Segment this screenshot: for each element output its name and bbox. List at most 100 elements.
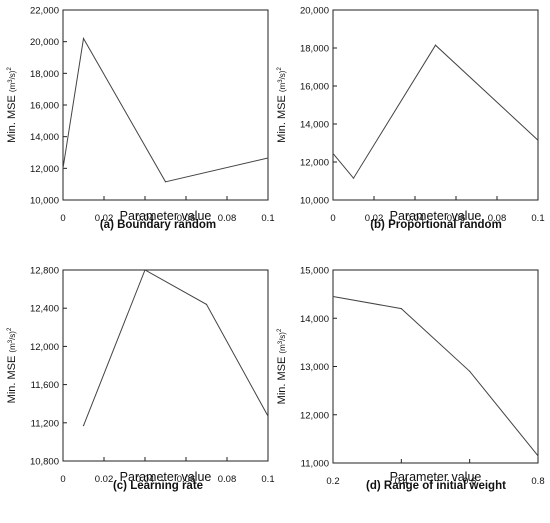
- y-tick-label: 11,600: [31, 380, 59, 391]
- x-tick-label: 0.06: [177, 474, 196, 485]
- data-point: [469, 370, 471, 372]
- panel-caption: (a) Boundary random: [100, 219, 216, 231]
- plot-frame: [332, 269, 539, 464]
- x-tick-label: 0.02: [95, 474, 114, 485]
- y-axis-label-sup: 2: [277, 328, 283, 332]
- y-axis-label-unit: (m: [278, 82, 287, 92]
- y-tick-label: 12,000: [30, 342, 59, 353]
- x-tick-label: 0.02: [95, 213, 114, 224]
- chart-panel-2: 10,000 12,000 14,000 16,000 18,000 20,000 0 0.0…: [276, 6, 545, 232]
- y-axis-label-sup: 3: [8, 339, 14, 343]
- y-axis-label-unit: /s): [8, 70, 17, 79]
- y-axis-label-unit: /s): [278, 70, 287, 79]
- data-point: [267, 157, 269, 159]
- y-tick-label: 14,000: [300, 314, 329, 325]
- x-tick-label: 0.1: [261, 213, 274, 224]
- x-tick-label: 0.06: [447, 213, 466, 224]
- chart-panel-4: 11,000 12,000 13,000 14,000 15,000 0.2 0.4 0.6 0…: [276, 266, 545, 493]
- plot-frame: [62, 269, 269, 462]
- y-tick-label: 14,000: [300, 120, 329, 131]
- y-tick-label: 14,000: [30, 132, 59, 143]
- y-axis-label-sup: 2: [7, 327, 13, 331]
- y-axis-label-main: Min. MSE: [276, 92, 288, 143]
- y-axis-label: Min. MSE (m3/s)2: [276, 67, 288, 143]
- y-tick-label: 12,000: [300, 410, 329, 421]
- data-point: [537, 455, 539, 457]
- x-tick-label: 0.08: [218, 213, 237, 224]
- y-axis-label-unit: (m: [8, 82, 17, 92]
- x-tick-label: 0.4: [395, 476, 408, 487]
- y-tick-label: 10,800: [30, 457, 59, 468]
- data-point: [400, 308, 402, 310]
- x-tick-label: 0.04: [136, 213, 155, 224]
- y-axis-label: Min. MSE (m3/s)2: [276, 328, 288, 404]
- y-tick-label: 20,000: [300, 6, 329, 17]
- y-axis-label-unit: (m: [278, 344, 287, 354]
- x-tick-label: 0.6: [463, 476, 476, 487]
- x-axis-label: Parameter value: [120, 470, 212, 484]
- data-point: [82, 425, 85, 427]
- y-axis-label-main: Min. MSE: [6, 92, 18, 143]
- chart-panel-3: 10,800 11,200 11,600 12,000 12,400 12,800 0 0.0…: [6, 266, 275, 493]
- y-axis-label-sup: 3: [278, 79, 284, 83]
- y-axis-label-sup: 3: [8, 79, 14, 83]
- x-tick-label: 0: [60, 213, 65, 224]
- x-tick-label: 0.8: [531, 476, 544, 487]
- y-axis-label: Min. MSE (m3/s)2: [6, 327, 18, 403]
- x-tick-label: 0.1: [531, 213, 544, 224]
- x-tick-label: 0.06: [177, 213, 196, 224]
- y-axis-label-unit: /s): [8, 331, 17, 340]
- y-axis-label-main: Min. MSE: [6, 353, 18, 404]
- data-point: [144, 269, 146, 271]
- x-tick-label: 0.08: [488, 213, 507, 224]
- x-axis-label: Parameter value: [120, 209, 212, 223]
- series-line: [332, 296, 539, 457]
- y-axis-label-sup: 2: [277, 67, 283, 71]
- data-point: [332, 295, 334, 298]
- y-tick-label: 10,000: [30, 196, 59, 207]
- y-tick-label: 16,000: [30, 101, 59, 112]
- y-axis-label-unit: /s): [278, 332, 287, 341]
- data-point: [352, 177, 355, 179]
- x-axis-label: Parameter value: [390, 470, 482, 484]
- data-point: [332, 152, 334, 155]
- x-tick-label: 0: [60, 474, 65, 485]
- y-tick-label: 12,800: [30, 266, 59, 277]
- y-axis-label-main: Min. MSE: [276, 354, 288, 405]
- y-tick-label: 11,000: [301, 459, 329, 470]
- chart-panel-1: 10,000 12,000 14,000 16,000 18,000 20,000 22,0…: [6, 6, 275, 232]
- y-axis-label-sup: 2: [7, 67, 13, 71]
- panel-caption: (d) Range of initial weight: [366, 480, 506, 492]
- panel-caption: (c) Learning rate: [113, 480, 203, 492]
- data-point: [267, 415, 269, 417]
- series-line: [62, 37, 269, 183]
- plot-frame: [332, 9, 539, 201]
- y-axis-label: Min. MSE (m3/s)2: [6, 67, 18, 143]
- y-tick-label: 22,000: [30, 6, 59, 17]
- data-point: [82, 37, 85, 40]
- x-tick-label: 0.04: [406, 213, 425, 224]
- x-tick-label: 0.04: [136, 474, 155, 485]
- data-point: [62, 167, 64, 169]
- data-point: [434, 44, 437, 46]
- x-tick-label: 0: [330, 213, 335, 224]
- x-tick-label: 0.1: [261, 474, 274, 485]
- y-tick-label: 15,000: [300, 266, 329, 277]
- y-tick-label: 13,000: [300, 362, 329, 373]
- y-tick-label: 18,000: [30, 69, 59, 80]
- x-axis-label: Parameter value: [390, 209, 482, 223]
- y-tick-label: 12,000: [300, 158, 329, 169]
- y-tick-label: 12,400: [30, 304, 59, 315]
- x-tick-label: 0.2: [326, 476, 339, 487]
- x-tick-label: 0.08: [218, 474, 237, 485]
- plot-frame: [62, 9, 269, 201]
- panel-caption: (b) Proportional random: [370, 219, 502, 231]
- data-point: [164, 181, 167, 183]
- x-tick-label: 0.02: [365, 213, 384, 224]
- data-point: [537, 139, 539, 141]
- y-tick-label: 10,000: [300, 196, 329, 207]
- y-tick-label: 18,000: [300, 44, 329, 55]
- y-axis-label-unit: (m: [8, 343, 17, 353]
- y-tick-label: 12,000: [30, 164, 59, 175]
